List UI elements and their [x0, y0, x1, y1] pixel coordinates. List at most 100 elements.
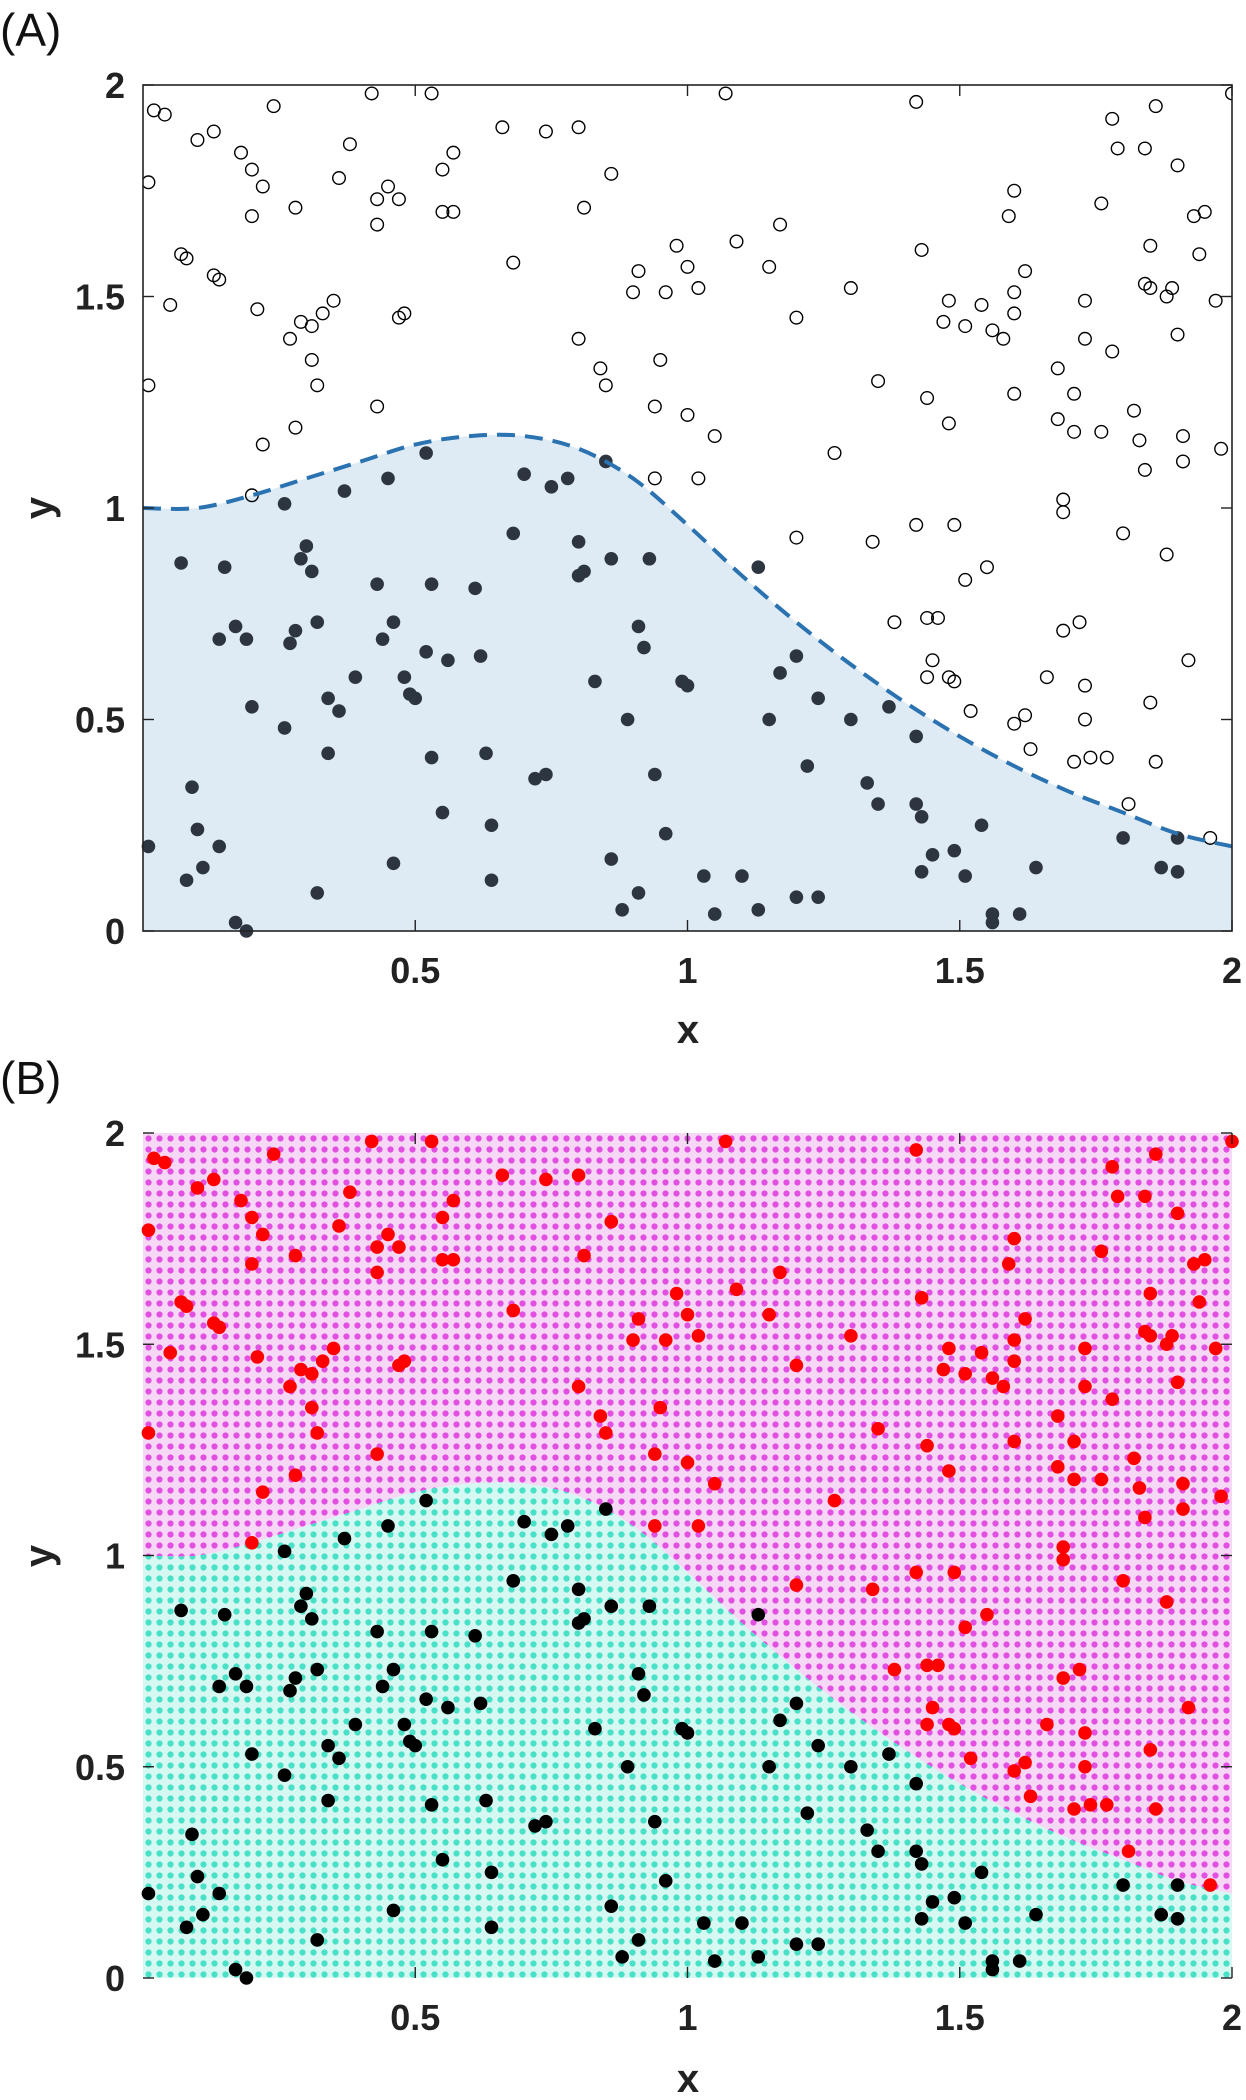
filled-point	[914, 809, 929, 824]
filled-point	[141, 839, 156, 854]
open-point	[1214, 441, 1229, 456]
red-point	[1127, 1451, 1141, 1466]
red-point	[1067, 1802, 1081, 1816]
y-tick-label: 2	[105, 65, 125, 106]
open-point	[1067, 424, 1082, 439]
filled-point	[419, 446, 433, 460]
open-point	[571, 120, 586, 135]
black-point	[441, 1700, 455, 1715]
red-point	[571, 1379, 586, 1394]
red-point	[599, 1426, 613, 1440]
open-point	[370, 217, 385, 232]
open-point	[1137, 141, 1152, 156]
open-point	[288, 420, 303, 435]
red-point	[157, 1155, 172, 1170]
open-point	[669, 238, 684, 253]
red-point	[920, 1717, 934, 1732]
filled-point	[310, 615, 325, 630]
black-point	[925, 1895, 940, 1909]
open-point	[691, 471, 706, 486]
filled-point	[544, 480, 559, 494]
red-point	[397, 1354, 412, 1368]
tick-marks	[143, 84, 1233, 932]
red-point	[141, 1223, 156, 1237]
open-point	[1007, 306, 1022, 321]
red-point	[631, 1312, 646, 1326]
open-point	[925, 653, 940, 668]
red-point	[446, 1193, 461, 1208]
black-point	[141, 1886, 156, 1901]
open-point	[250, 302, 265, 317]
open-point	[920, 670, 935, 685]
filled-point	[337, 484, 352, 498]
red-point	[789, 1578, 804, 1592]
open-point	[1056, 505, 1071, 520]
red-point	[1067, 1472, 1081, 1487]
filled-point	[947, 843, 962, 858]
y-tick-label: 0	[105, 911, 125, 952]
red-point	[865, 1582, 880, 1597]
open-point	[1083, 750, 1098, 765]
black-point	[571, 1582, 586, 1597]
red-point	[942, 1341, 956, 1356]
black-point	[174, 1603, 188, 1618]
open-point	[1050, 361, 1065, 376]
red-point	[1159, 1595, 1174, 1609]
black-point	[179, 1920, 194, 1935]
red-point	[1170, 1206, 1185, 1221]
open-point	[397, 306, 412, 321]
black-point	[386, 1903, 401, 1918]
x-tick-label: 2	[1222, 950, 1242, 991]
open-point	[827, 446, 842, 461]
black-point	[631, 1933, 646, 1947]
black-point	[773, 1713, 787, 1728]
black-point	[909, 1776, 923, 1791]
open-point	[1143, 238, 1158, 253]
black-point	[196, 1907, 210, 1922]
open-point	[691, 281, 706, 296]
open-point	[647, 471, 662, 486]
red-point	[920, 1438, 934, 1453]
red-point	[446, 1252, 461, 1267]
filled-point	[424, 750, 439, 765]
black-point	[604, 1599, 619, 1613]
red-point	[1143, 1743, 1158, 1757]
red-point	[1083, 1797, 1098, 1812]
black-point	[212, 1679, 227, 1694]
red-point	[1132, 1481, 1147, 1495]
black-point	[277, 1768, 292, 1782]
open-point	[865, 534, 880, 549]
black-point	[544, 1527, 559, 1542]
red-point	[332, 1219, 346, 1233]
red-point	[1078, 1726, 1092, 1740]
red-point	[424, 1134, 439, 1149]
filled-point	[539, 767, 553, 782]
open-point	[304, 352, 319, 367]
filled-point	[468, 581, 482, 596]
y-tick-label: 1.5	[75, 1324, 125, 1365]
filled-point	[277, 496, 292, 511]
red-points-group	[141, 1134, 1239, 1892]
open-point	[190, 132, 205, 147]
y-tick-label: 2	[105, 1113, 125, 1154]
black-point	[958, 1916, 972, 1930]
black-point	[245, 1747, 259, 1761]
open-point	[1094, 424, 1109, 439]
red-point	[980, 1607, 994, 1622]
red-point	[206, 1172, 221, 1187]
open-point	[1072, 615, 1087, 630]
black-point	[435, 1852, 450, 1867]
black-point	[762, 1759, 776, 1774]
red-point	[245, 1210, 259, 1225]
filled-point	[811, 691, 825, 706]
open-point	[342, 137, 357, 152]
filled-point	[642, 551, 657, 566]
red-point	[506, 1303, 521, 1318]
black-point	[283, 1683, 297, 1698]
black-point	[381, 1519, 395, 1533]
black-point	[642, 1599, 657, 1613]
red-point	[958, 1620, 972, 1635]
open-point	[1143, 281, 1158, 296]
red-point	[1110, 1189, 1125, 1204]
red-point	[1214, 1489, 1228, 1504]
